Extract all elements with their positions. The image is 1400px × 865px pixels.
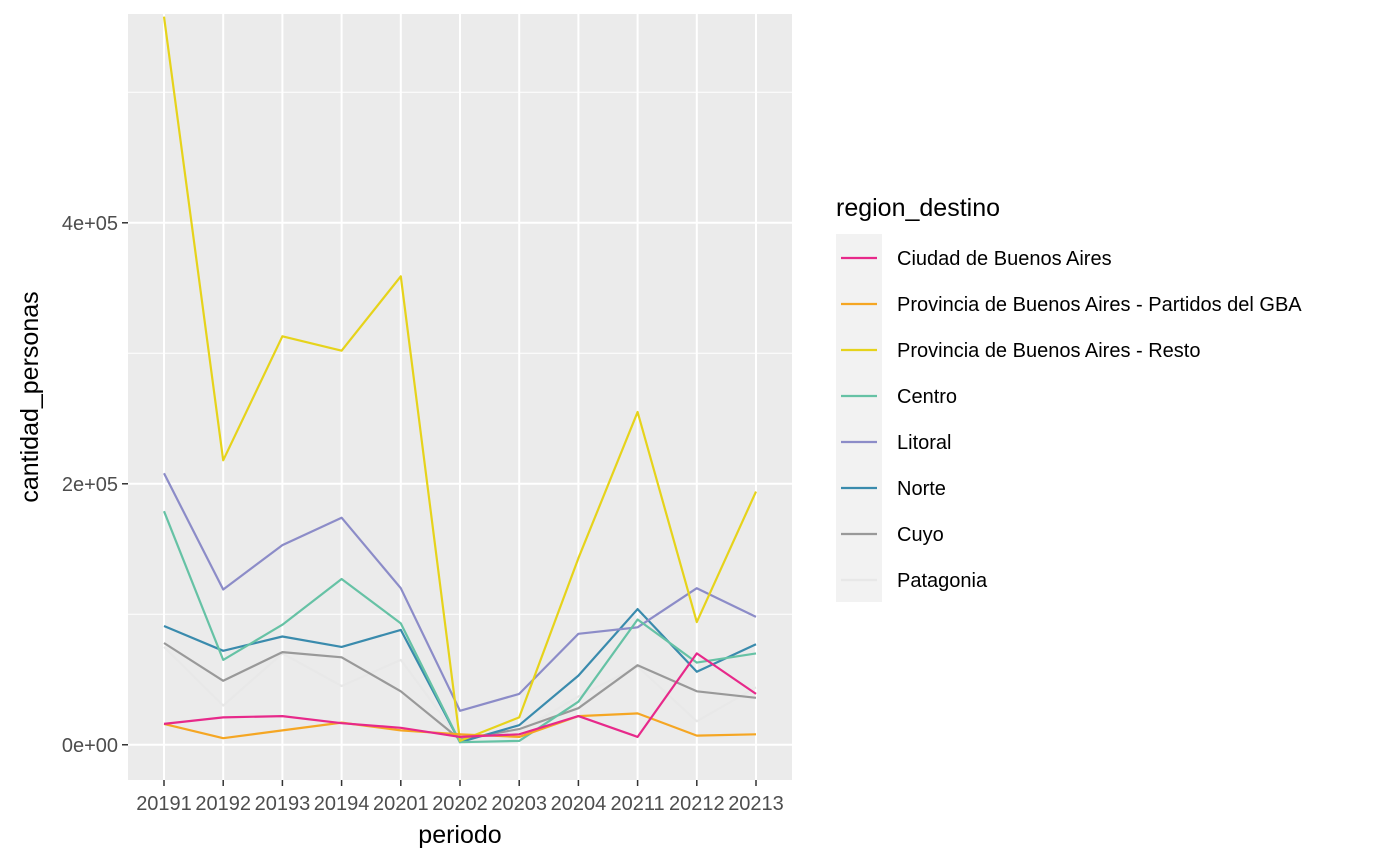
x-tick-label: 20194 <box>314 793 370 815</box>
x-tick-label: 20201 <box>373 793 429 815</box>
series-line <box>163 652 757 739</box>
legend-title: region_destino <box>836 194 1000 222</box>
y-axis: 0e+00 2e+05 4e+05 <box>62 213 128 757</box>
y-tick-label: 2e+05 <box>62 474 118 496</box>
legend-label: Cuyo <box>897 524 944 546</box>
series-line <box>162 16 758 743</box>
series-line <box>163 712 757 740</box>
x-tick-label: 20191 <box>136 793 192 815</box>
x-tick-label: 20213 <box>728 793 784 815</box>
series-line <box>163 472 757 712</box>
legend-label: Provincia de Buenos Aires - Resto <box>897 340 1201 362</box>
legend-label: Ciudad de Buenos Aires <box>897 248 1112 270</box>
x-tick-label: 20211 <box>611 793 665 815</box>
series-lines <box>162 16 758 744</box>
x-tick-label: 20212 <box>669 793 725 815</box>
x-tick-label: 20203 <box>491 793 547 815</box>
x-axis-title: periodo <box>418 821 501 849</box>
x-axis: 20191 20192 20193 20194 20201 20202 20203 20204… <box>136 780 784 815</box>
legend-label: Centro <box>897 386 957 408</box>
y-axis-title: cantidad_personas <box>16 291 44 502</box>
legend: region_destino Ciudad de Buenos Aires Pro… <box>836 194 1302 602</box>
y-tick-label: 0e+00 <box>62 735 118 757</box>
legend-label: Patagonia <box>897 570 988 592</box>
legend-label: Litoral <box>897 432 951 454</box>
x-tick-label: 20193 <box>255 793 311 815</box>
x-tick-label: 20204 <box>551 793 607 815</box>
y-tick-label: 4e+05 <box>62 213 118 235</box>
legend-label: Norte <box>897 478 946 500</box>
x-tick-label: 20202 <box>432 793 488 815</box>
x-tick-label: 20192 <box>195 793 251 815</box>
major-gridlines <box>128 14 792 780</box>
legend-key-background <box>836 234 882 602</box>
series-line <box>162 510 757 744</box>
legend-label: Provincia de Buenos Aires - Partidos del… <box>897 294 1302 316</box>
